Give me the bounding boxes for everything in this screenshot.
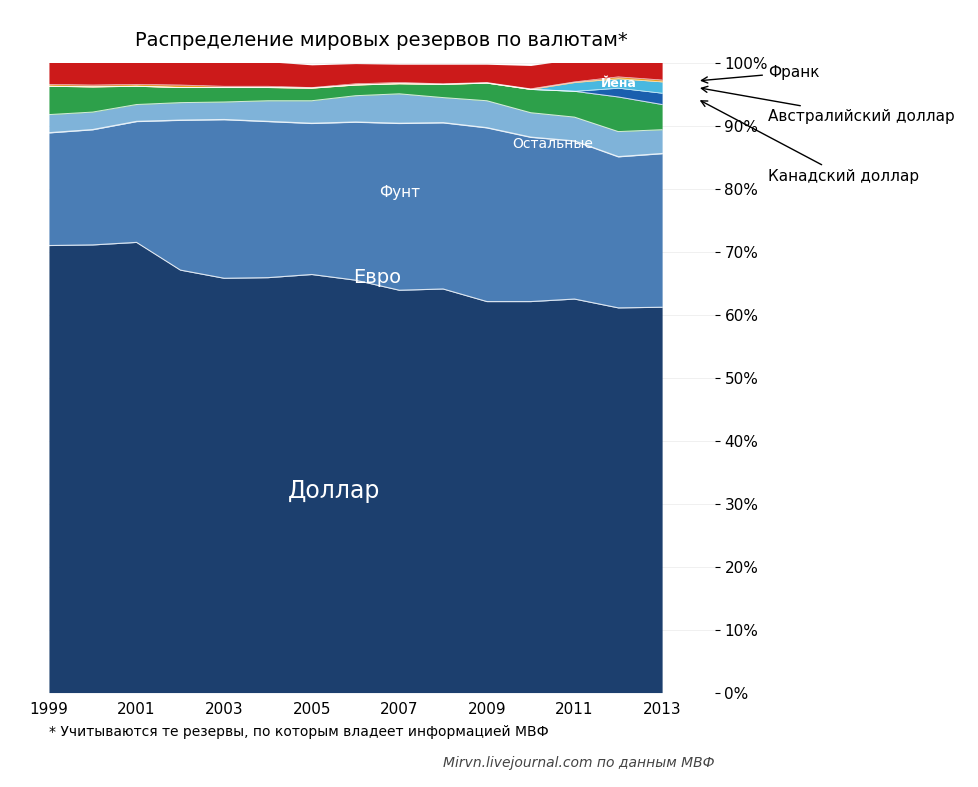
Text: Йена: Йена: [600, 76, 636, 90]
Text: Франк: Франк: [701, 65, 819, 83]
Text: Канадский доллар: Канадский доллар: [700, 101, 918, 184]
Text: Австралийский доллар: Австралийский доллар: [700, 87, 954, 124]
Text: Остальные: Остальные: [511, 137, 593, 150]
Text: Доллар: Доллар: [288, 479, 379, 503]
Text: * Учитываются те резервы, по которым владеет информацией МВФ: * Учитываются те резервы, по которым вла…: [49, 725, 548, 739]
Title: Распределение мировых резервов по валютам*: Распределение мировых резервов по валюта…: [135, 31, 628, 50]
Text: Евро: Евро: [353, 268, 401, 286]
Text: Фунт: Фунт: [378, 184, 420, 200]
Text: Mirvn.livejournal.com по данным МВФ: Mirvn.livejournal.com по данным МВФ: [443, 756, 714, 770]
